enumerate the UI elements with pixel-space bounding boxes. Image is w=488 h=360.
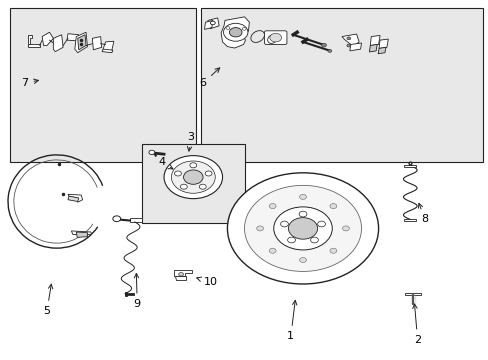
Bar <box>10 8 195 162</box>
Circle shape <box>269 33 281 42</box>
Circle shape <box>223 23 247 41</box>
Polygon shape <box>68 196 79 202</box>
Polygon shape <box>71 231 91 234</box>
Circle shape <box>199 184 206 189</box>
Circle shape <box>317 221 325 227</box>
Polygon shape <box>221 17 249 48</box>
Circle shape <box>346 44 350 47</box>
Circle shape <box>327 49 331 52</box>
Polygon shape <box>78 35 86 50</box>
Circle shape <box>299 257 306 262</box>
Circle shape <box>210 21 215 25</box>
Polygon shape <box>27 35 32 44</box>
Circle shape <box>171 161 215 193</box>
Circle shape <box>310 237 318 243</box>
Polygon shape <box>369 36 379 45</box>
Circle shape <box>329 204 336 208</box>
Circle shape <box>287 237 295 243</box>
Circle shape <box>280 221 288 227</box>
Circle shape <box>273 207 331 250</box>
Text: 6: 6 <box>199 68 219 88</box>
Text: 10: 10 <box>196 277 217 287</box>
Circle shape <box>256 226 263 231</box>
Circle shape <box>163 156 222 199</box>
Circle shape <box>244 185 361 271</box>
Circle shape <box>346 37 350 40</box>
Polygon shape <box>67 34 79 41</box>
Polygon shape <box>68 194 82 202</box>
Circle shape <box>342 226 348 231</box>
Polygon shape <box>405 293 420 296</box>
Polygon shape <box>130 219 142 222</box>
Polygon shape <box>404 219 415 221</box>
Circle shape <box>288 218 317 239</box>
Bar <box>142 144 244 223</box>
Circle shape <box>178 273 183 276</box>
Polygon shape <box>42 32 53 45</box>
Text: 8: 8 <box>418 203 427 224</box>
Polygon shape <box>207 18 219 29</box>
Text: 9: 9 <box>133 274 141 309</box>
Circle shape <box>183 170 203 184</box>
Circle shape <box>180 184 187 189</box>
Polygon shape <box>53 35 63 51</box>
Polygon shape <box>341 34 358 47</box>
Polygon shape <box>92 37 102 50</box>
Circle shape <box>269 248 276 253</box>
Text: 5: 5 <box>43 284 53 316</box>
Polygon shape <box>27 44 40 47</box>
Text: 1: 1 <box>287 300 296 341</box>
Polygon shape <box>103 41 114 51</box>
Text: 4: 4 <box>158 157 173 169</box>
Circle shape <box>149 150 155 154</box>
Text: 2: 2 <box>412 304 420 345</box>
Circle shape <box>205 171 212 176</box>
Circle shape <box>225 27 229 30</box>
Circle shape <box>229 28 242 37</box>
Circle shape <box>189 163 196 168</box>
Polygon shape <box>378 39 387 48</box>
FancyBboxPatch shape <box>264 31 286 44</box>
Polygon shape <box>175 276 185 280</box>
Circle shape <box>269 204 276 208</box>
Circle shape <box>242 27 246 30</box>
Text: 3: 3 <box>187 132 194 151</box>
Polygon shape <box>349 43 361 51</box>
Polygon shape <box>173 270 191 276</box>
Circle shape <box>329 248 336 253</box>
Circle shape <box>299 194 306 199</box>
Bar <box>200 8 483 162</box>
Circle shape <box>113 216 121 222</box>
Text: 7: 7 <box>21 78 38 88</box>
Polygon shape <box>102 49 113 53</box>
Polygon shape <box>75 32 87 53</box>
Polygon shape <box>204 21 212 30</box>
Circle shape <box>174 171 181 176</box>
Polygon shape <box>404 165 415 167</box>
Circle shape <box>321 43 326 47</box>
Circle shape <box>227 173 378 284</box>
Polygon shape <box>377 47 385 54</box>
Circle shape <box>299 211 306 217</box>
Polygon shape <box>76 232 87 237</box>
Polygon shape <box>368 44 376 52</box>
